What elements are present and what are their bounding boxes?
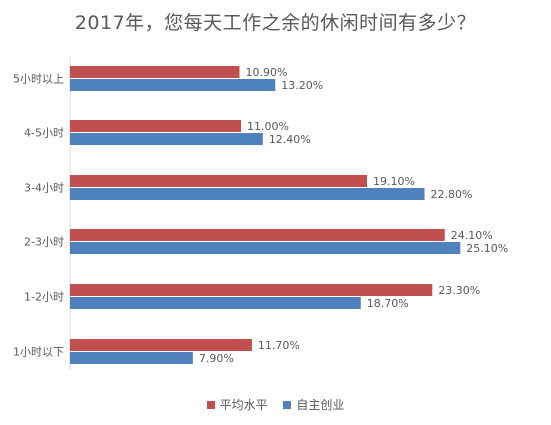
legend-swatch-series-2 (283, 401, 292, 409)
legend-item-series-1: 平均水平 (206, 396, 268, 413)
bar-series-2 (70, 297, 361, 309)
bar-series-1 (70, 284, 433, 296)
data-label: 18.70% (367, 297, 409, 310)
bar-series-1 (70, 66, 240, 78)
bar-series-1 (70, 229, 445, 241)
chart-title: 2017年，您每天工作之余的休闲时间有多少？ (74, 12, 477, 34)
legend-label-series-1: 平均水平 (219, 398, 268, 412)
legend: 平均水平 自主创业 (0, 396, 551, 413)
data-label: 12.40% (269, 133, 311, 146)
legend-swatch-series-1 (206, 401, 215, 409)
data-label: 19.10% (373, 175, 415, 188)
category-label: 3-4小时 (24, 182, 64, 195)
data-label: 13.20% (281, 79, 323, 92)
legend-label-series-2: 自主创业 (296, 398, 345, 412)
data-label: 10.90% (245, 66, 287, 79)
bar-series-2 (70, 242, 461, 254)
bar-series-2 (70, 352, 193, 364)
category-label: 1-2小时 (24, 291, 64, 304)
data-label: 25.10% (466, 242, 508, 255)
bar-series-2 (70, 133, 263, 145)
data-label: 22.80% (431, 188, 473, 201)
category-label: 5小时以上 (13, 73, 64, 86)
legend-item-series-2: 自主创业 (283, 396, 344, 413)
bar-series-2 (70, 79, 276, 91)
category-label: 4-5小时 (24, 127, 64, 140)
category-label: 2-3小时 (24, 236, 64, 249)
data-label: 24.10% (451, 229, 493, 242)
bar-series-2 (70, 188, 425, 200)
category-label: 1小时以下 (13, 346, 64, 359)
data-label: 7.90% (199, 352, 234, 365)
data-label: 11.70% (258, 339, 300, 352)
bar-series-1 (70, 175, 368, 187)
bar-series-1 (70, 339, 252, 351)
data-label: 11.00% (247, 120, 289, 133)
data-label: 23.30% (438, 284, 480, 297)
bar-series-1 (70, 120, 242, 132)
